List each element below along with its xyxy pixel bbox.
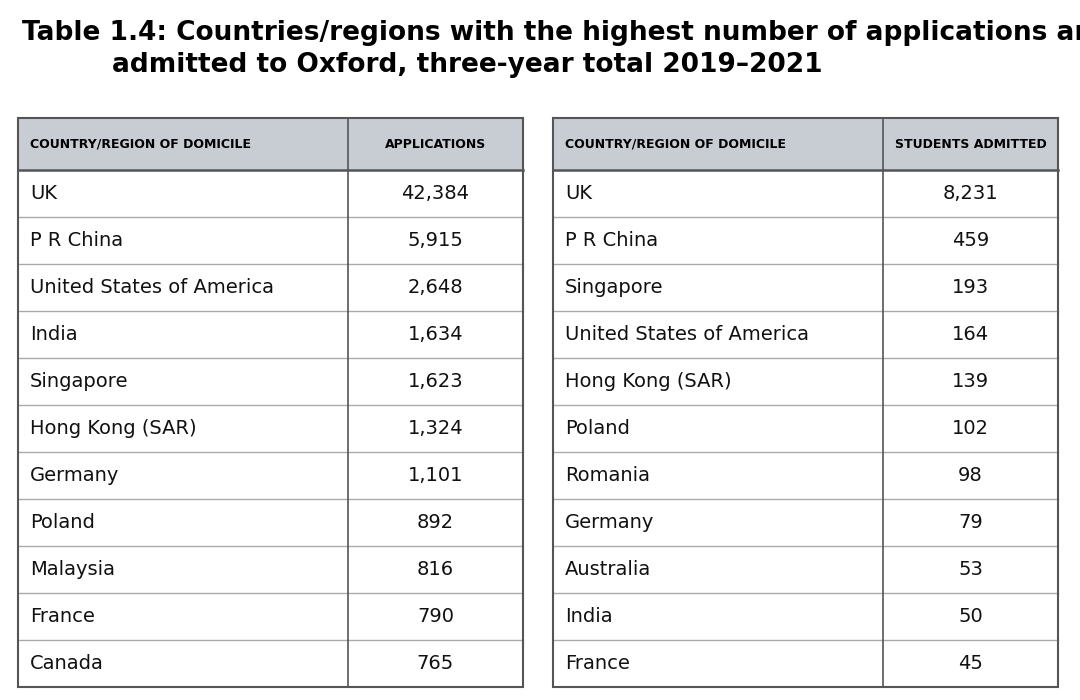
Text: Poland: Poland	[565, 419, 630, 438]
Text: UK: UK	[30, 184, 57, 203]
Text: Australia: Australia	[565, 560, 651, 579]
Text: United States of America: United States of America	[565, 325, 809, 344]
Text: 892: 892	[417, 513, 454, 532]
Text: France: France	[565, 654, 630, 673]
Text: 139: 139	[951, 372, 989, 391]
Text: 42,384: 42,384	[402, 184, 470, 203]
Text: India: India	[30, 325, 78, 344]
Text: STUDENTS ADMITTED: STUDENTS ADMITTED	[894, 137, 1047, 150]
Text: Singapore: Singapore	[30, 372, 129, 391]
Bar	[18, 118, 523, 170]
Text: Hong Kong (SAR): Hong Kong (SAR)	[30, 419, 197, 438]
Text: 50: 50	[958, 607, 983, 626]
Text: APPLICATIONS: APPLICATIONS	[384, 137, 486, 150]
Text: 790: 790	[417, 607, 454, 626]
Text: COUNTRY/REGION OF DOMICILE: COUNTRY/REGION OF DOMICILE	[565, 137, 786, 150]
Bar	[553, 118, 1058, 687]
Text: COUNTRY/REGION OF DOMICILE: COUNTRY/REGION OF DOMICILE	[30, 137, 251, 150]
Text: Canada: Canada	[30, 654, 104, 673]
Text: 53: 53	[958, 560, 983, 579]
Text: Germany: Germany	[30, 466, 120, 485]
Bar	[553, 118, 1058, 170]
Text: P R China: P R China	[30, 231, 123, 250]
Text: 459: 459	[951, 231, 989, 250]
Text: 79: 79	[958, 513, 983, 532]
Text: 8,231: 8,231	[943, 184, 998, 203]
Text: Table 1.4: Countries/regions with the highest number of applications and student: Table 1.4: Countries/regions with the hi…	[22, 20, 1080, 46]
Text: UK: UK	[565, 184, 592, 203]
Text: 45: 45	[958, 654, 983, 673]
Text: Poland: Poland	[30, 513, 95, 532]
Bar	[18, 118, 523, 687]
Text: Malaysia: Malaysia	[30, 560, 114, 579]
Text: India: India	[565, 607, 612, 626]
Text: Romania: Romania	[565, 466, 650, 485]
Text: 765: 765	[417, 654, 454, 673]
Text: United States of America: United States of America	[30, 278, 274, 297]
Text: 193: 193	[951, 278, 989, 297]
Text: 1,634: 1,634	[407, 325, 463, 344]
Text: France: France	[30, 607, 95, 626]
Text: Germany: Germany	[565, 513, 654, 532]
Text: P R China: P R China	[565, 231, 658, 250]
Text: 102: 102	[951, 419, 989, 438]
Text: 5,915: 5,915	[407, 231, 463, 250]
Text: 1,101: 1,101	[408, 466, 463, 485]
Text: Hong Kong (SAR): Hong Kong (SAR)	[565, 372, 731, 391]
Text: 98: 98	[958, 466, 983, 485]
Text: 1,623: 1,623	[407, 372, 463, 391]
Text: Singapore: Singapore	[565, 278, 663, 297]
Text: 816: 816	[417, 560, 454, 579]
Text: 164: 164	[951, 325, 989, 344]
Text: 2,648: 2,648	[407, 278, 463, 297]
Text: admitted to Oxford, three-year total 2019–2021: admitted to Oxford, three-year total 201…	[112, 52, 823, 78]
Text: 1,324: 1,324	[407, 419, 463, 438]
